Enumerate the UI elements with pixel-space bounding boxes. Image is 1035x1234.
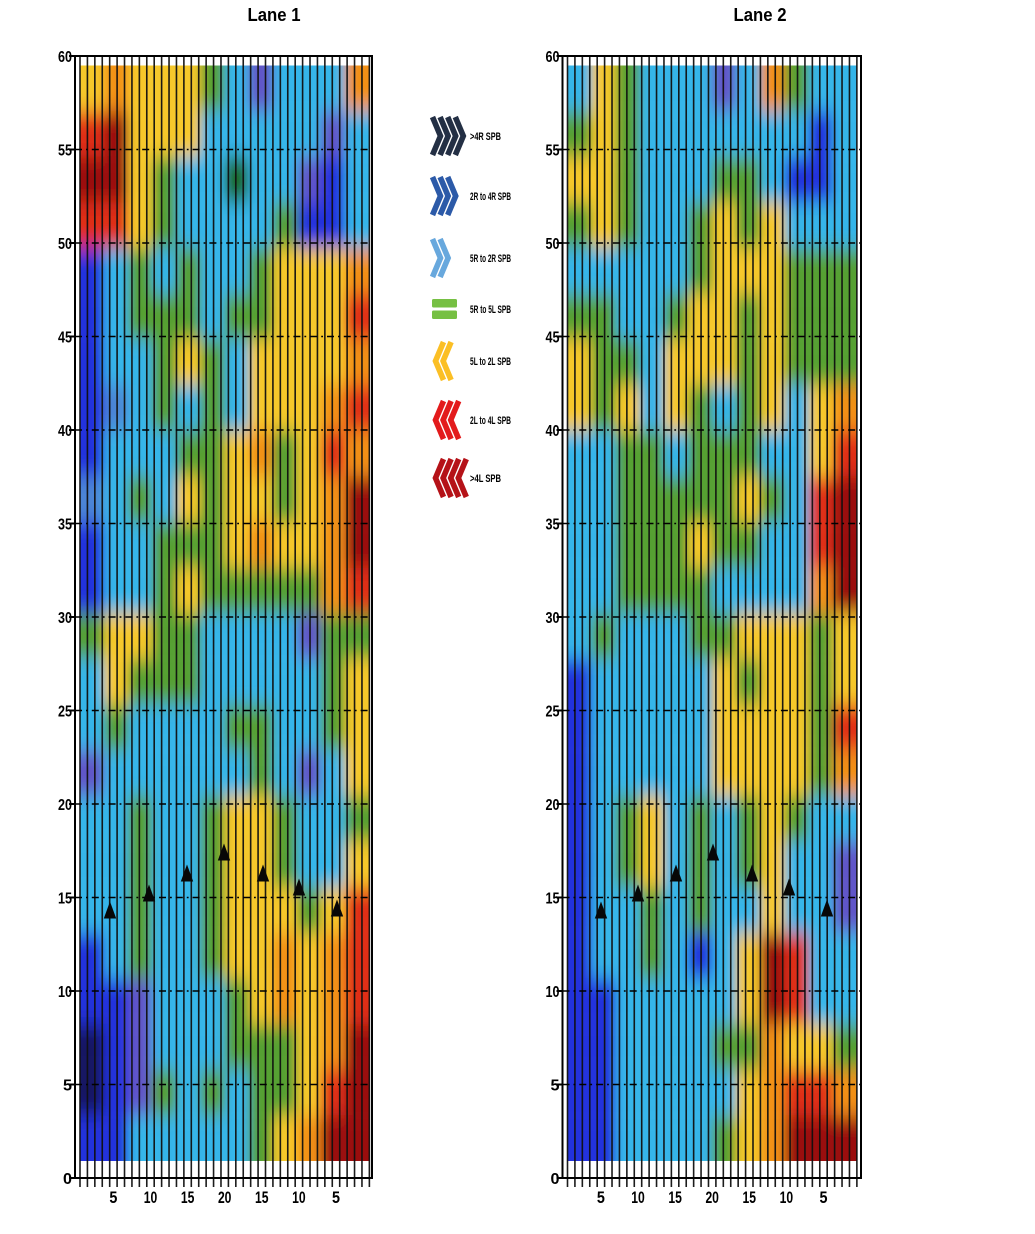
svg-text:40: 40	[546, 423, 560, 440]
svg-text:40: 40	[58, 423, 72, 440]
svg-text:0: 0	[63, 1171, 72, 1188]
svg-text:>4R SPB: >4R SPB	[470, 131, 501, 143]
svg-text:5: 5	[63, 1078, 72, 1095]
svg-text:10: 10	[144, 1188, 158, 1207]
svg-text:2L to 4L SPB: 2L to 4L SPB	[470, 415, 511, 427]
svg-text:Lane 1: Lane 1	[248, 5, 301, 25]
svg-text:20: 20	[58, 797, 72, 814]
svg-text:5: 5	[820, 1188, 828, 1207]
svg-text:20: 20	[546, 797, 560, 814]
svg-text:30: 30	[546, 610, 560, 627]
svg-text:60: 60	[58, 49, 72, 66]
svg-text:15: 15	[58, 891, 72, 908]
svg-text:35: 35	[58, 517, 72, 534]
svg-text:10: 10	[546, 984, 560, 1001]
svg-text:10: 10	[292, 1188, 306, 1207]
svg-text:10: 10	[780, 1188, 794, 1207]
svg-text:10: 10	[631, 1188, 645, 1207]
svg-text:25: 25	[58, 704, 72, 721]
svg-text:15: 15	[668, 1188, 682, 1207]
svg-text:5R to 2R SPB: 5R to 2R SPB	[470, 253, 511, 265]
svg-text:10: 10	[58, 984, 72, 1001]
svg-text:5: 5	[332, 1188, 340, 1207]
svg-text:>4L SPB: >4L SPB	[470, 473, 501, 485]
svg-text:55: 55	[58, 143, 72, 160]
svg-text:45: 45	[58, 330, 72, 347]
svg-text:35: 35	[546, 517, 560, 534]
svg-text:45: 45	[546, 330, 560, 347]
svg-text:25: 25	[546, 704, 560, 721]
svg-text:15: 15	[743, 1188, 757, 1207]
svg-text:5L to 2L SPB: 5L to 2L SPB	[470, 356, 511, 368]
svg-text:15: 15	[181, 1188, 195, 1207]
svg-text:50: 50	[58, 236, 72, 253]
svg-text:5R to 5L SPB: 5R to 5L SPB	[470, 304, 511, 316]
svg-text:20: 20	[218, 1188, 232, 1207]
svg-text:5: 5	[551, 1078, 560, 1095]
svg-text:0: 0	[551, 1171, 560, 1188]
svg-text:60: 60	[546, 49, 560, 66]
svg-text:30: 30	[58, 610, 72, 627]
svg-text:2R to 4R SPB: 2R to 4R SPB	[470, 191, 511, 203]
svg-text:5: 5	[109, 1188, 117, 1207]
svg-text:50: 50	[546, 236, 560, 253]
svg-text:55: 55	[546, 143, 560, 160]
svg-text:20: 20	[705, 1188, 719, 1207]
svg-text:Lane 2: Lane 2	[734, 5, 787, 25]
svg-text:15: 15	[255, 1188, 269, 1207]
svg-text:15: 15	[546, 891, 560, 908]
svg-text:5: 5	[597, 1188, 605, 1207]
